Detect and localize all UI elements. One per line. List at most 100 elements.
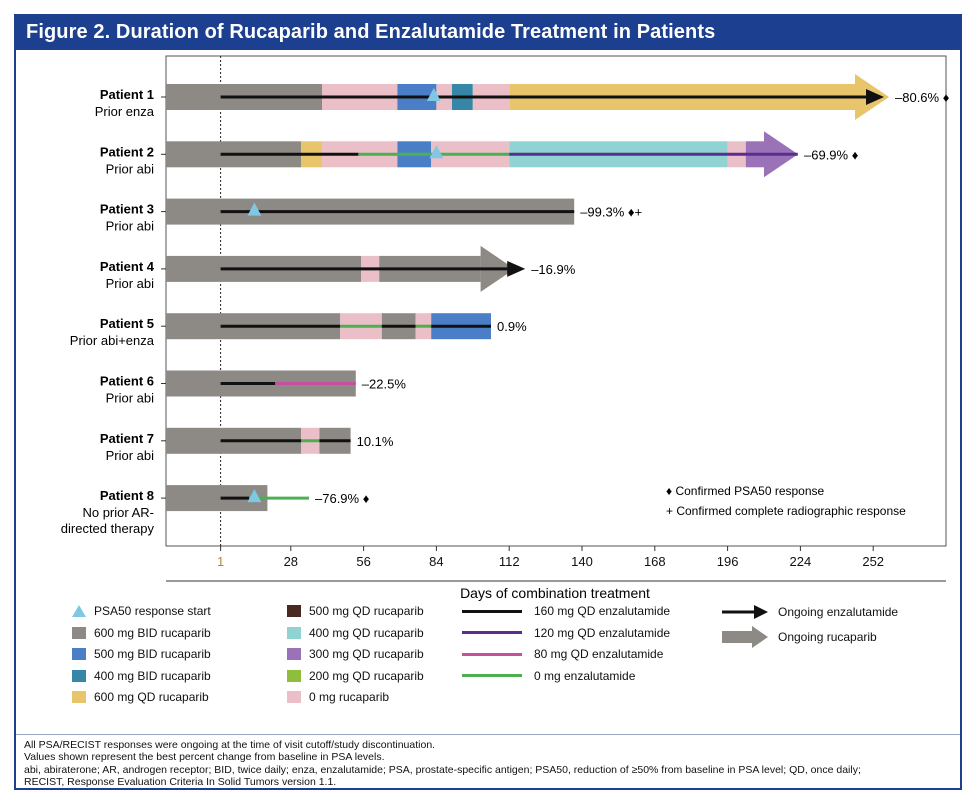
prior-therapy-label: Prior abi xyxy=(106,276,155,291)
x-tick-label: 84 xyxy=(429,554,443,569)
legend-swatch xyxy=(722,625,768,648)
x-axis-title: Days of combination treatment xyxy=(460,585,650,601)
x-tick-label: 196 xyxy=(717,554,739,569)
plot-area xyxy=(165,55,947,547)
prior-therapy-label: Prior abi xyxy=(106,391,155,406)
x-tick-label: 56 xyxy=(356,554,370,569)
legend-label: 200 mg QD rucaparib xyxy=(309,668,424,683)
ongoing-enzalutamide-arrow xyxy=(866,89,884,105)
legend-item: PSA50 response start xyxy=(72,604,211,618)
legend-item: 80 mg QD enzalutamide xyxy=(462,647,663,661)
patient-label: Patient 2 xyxy=(100,144,154,159)
patient-label: Patient 8 xyxy=(100,488,154,503)
x-tick-label: 224 xyxy=(790,554,812,569)
psa-change-label: –16.9% xyxy=(531,262,576,277)
psa-change-label: –99.3% ♦+ xyxy=(580,205,642,220)
legend-label: 0 mg enzalutamide xyxy=(534,668,636,683)
footnote-line: Values shown represent the best percent … xyxy=(24,751,385,764)
x-tick-label: 1 xyxy=(217,554,224,569)
prior-therapy-label: Prior abi xyxy=(106,448,155,463)
legend-swatch xyxy=(287,691,301,703)
legend-swatch xyxy=(462,652,522,656)
legend-item: 200 mg QD rucaparib xyxy=(287,669,424,683)
legend-swatch xyxy=(722,605,768,619)
legend-label: PSA50 response start xyxy=(94,604,211,618)
psa-change-label: –69.9% ♦ xyxy=(804,147,859,162)
patient-label: Patient 7 xyxy=(100,431,154,446)
legend-swatch xyxy=(72,669,86,682)
prior-therapy-label: Prior abi xyxy=(106,161,155,176)
legend-swatch xyxy=(72,691,86,703)
legend-label: 400 mg BID rucaparib xyxy=(94,668,211,683)
footnote-line: abi, abiraterone; AR, androgen receptor;… xyxy=(24,763,861,776)
x-tick-label: 140 xyxy=(571,554,593,569)
patient-label: Patient 4 xyxy=(100,259,155,274)
legend-label: 0 mg rucaparib xyxy=(309,690,390,704)
legend-swatch xyxy=(462,631,522,634)
legend-label: 500 mg BID rucaparib xyxy=(94,647,211,661)
legend-label: 80 mg QD enzalutamide xyxy=(534,647,664,661)
legend-label: 600 mg QD rucaparib xyxy=(94,690,209,704)
psa50-marker xyxy=(426,88,441,101)
legend-item: 120 mg QD enzalutamide xyxy=(462,626,670,640)
patient-label: Patient 3 xyxy=(100,202,154,217)
legend-item: 160 mg QD enzalutamide xyxy=(462,604,670,618)
legend-item: 600 mg BID rucaparib xyxy=(72,626,211,640)
legend-swatch xyxy=(72,605,86,617)
prior-therapy-label: Prior enza xyxy=(95,104,155,119)
inline-key-entry: ♦ Confirmed PSA50 response xyxy=(666,484,825,498)
legend-item: 600 mg QD rucaparib xyxy=(72,690,209,704)
legend-label: Ongoing rucaparib xyxy=(778,629,877,644)
psa-change-label: 0.9% xyxy=(497,319,527,334)
title-bar: Figure 2. Duration of Rucaparib and Enza… xyxy=(16,16,960,50)
footnote-line: RECIST, Response Evaluation Criteria In … xyxy=(24,776,337,789)
psa50-marker xyxy=(429,145,444,159)
legend-item: 0 mg enzalutamide xyxy=(462,669,635,683)
legend-label: 300 mg QD rucaparib xyxy=(309,647,424,661)
ongoing-enzalutamide-arrow xyxy=(507,260,526,277)
prior-therapy-label: No prior AR- xyxy=(82,505,154,520)
legend-item: 400 mg BID rucaparib xyxy=(72,669,211,683)
x-tick-label: 168 xyxy=(644,554,666,569)
legend-swatch xyxy=(287,648,301,660)
psa-change-label: –76.9% ♦ xyxy=(315,491,370,506)
figure-frame: Figure 2. Duration of Rucaparib and Enza… xyxy=(14,14,962,790)
x-tick-label: 28 xyxy=(284,554,298,569)
footnote-line: All PSA/RECIST responses were ongoing at… xyxy=(24,739,436,751)
legend-label: Ongoing enzalutamide xyxy=(778,605,899,619)
legend-swatch xyxy=(287,626,301,639)
legend-swatch xyxy=(72,648,86,660)
legend-label: 120 mg QD enzalutamide xyxy=(534,625,671,640)
psa50-marker xyxy=(247,489,262,503)
inline-key-entry: + Confirmed complete radiographic respon… xyxy=(666,504,906,518)
psa-change-label: 10.1% xyxy=(357,434,394,449)
legend-item: 400 mg QD rucaparib xyxy=(287,626,424,640)
legend-swatch xyxy=(72,626,86,639)
legend-label: 600 mg BID rucaparib xyxy=(94,625,211,640)
prior-therapy-label: directed therapy xyxy=(61,521,155,536)
legend-item: Ongoing enzalutamide xyxy=(722,604,898,620)
legend-item: 300 mg QD rucaparib xyxy=(287,647,424,661)
x-tick-label: 112 xyxy=(499,554,520,569)
swimmer-chart: Patient 1 Prior enza –80.6% ♦ Patient 2 Prio… xyxy=(61,55,950,601)
prior-therapy-label: Prior abi xyxy=(106,219,155,234)
psa-change-label: –22.5% xyxy=(362,377,407,392)
legend-swatch xyxy=(287,669,301,682)
x-tick-label: 252 xyxy=(862,554,884,569)
footnotes: All PSA/RECIST responses were ongoing at… xyxy=(24,739,954,789)
psa-change-label: –80.6% ♦ xyxy=(895,90,950,105)
prior-therapy-label: Prior abi+enza xyxy=(70,333,155,348)
legend-label: 160 mg QD enzalutamide xyxy=(534,604,671,618)
patient-label: Patient 6 xyxy=(100,374,154,389)
legend-swatch xyxy=(462,674,522,677)
patient-label: Patient 1 xyxy=(100,87,154,102)
legend-item: Ongoing rucaparib xyxy=(722,625,877,648)
legend-item: 500 mg BID rucaparib xyxy=(72,647,211,661)
legend-swatch xyxy=(287,605,301,617)
legend-swatch xyxy=(462,609,522,613)
legend-item: 500 mg QD rucaparib xyxy=(287,604,424,618)
legend-label: 500 mg QD rucaparib xyxy=(309,604,424,618)
legend-item: 0 mg rucaparib xyxy=(287,690,389,704)
legend-label: 400 mg QD rucaparib xyxy=(309,625,424,640)
psa50-marker xyxy=(247,202,262,216)
